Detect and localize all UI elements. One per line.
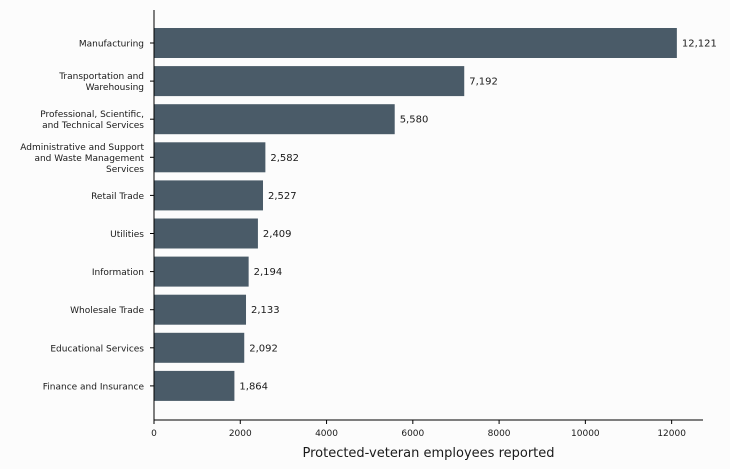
category-label: Professional, Scientific, and Technical S… [40,110,144,131]
bar [154,370,235,401]
category-label: Utilities [110,230,144,240]
data-label: 2,582 [270,153,299,164]
x-axis-title: Protected-veteran employees reported [302,446,554,461]
data-label: 2,527 [268,191,297,202]
data-label: 2,092 [249,343,278,354]
bar [154,142,266,173]
data-label: 1,864 [239,381,268,392]
category-label: Retail Trade [91,192,144,202]
bar [154,104,395,135]
data-label: 5,580 [400,115,429,126]
category-label: Manufacturing [79,40,144,50]
data-label: 2,409 [263,229,292,240]
bar [154,294,247,325]
x-tick-label: 0 [151,429,157,439]
x-tick-label: 10000 [571,429,600,439]
x-tick-label: 12000 [657,429,686,439]
x-tick-label: 2000 [229,429,252,439]
data-label: 12,121 [682,39,717,50]
category-label: Wholesale Trade [70,306,144,316]
data-label: 7,192 [469,77,498,88]
category-label: Information [92,268,144,278]
x-tick-label: 6000 [401,429,424,439]
category-label: Finance and Insurance [43,382,145,392]
bar [154,28,677,58]
x-tick-label: 8000 [488,429,511,439]
data-label: 2,194 [254,267,283,278]
bar [154,332,245,363]
bar [154,66,465,97]
category-label: Transportation and Warehousing [58,72,144,93]
x-axis: 0 2000 4000 6000 8000 10000 12000 [151,419,703,439]
bar [154,256,249,287]
category-labels: Manufacturing Transportation and Warehousi… [20,40,154,392]
data-labels: 12,121 7,192 5,580 2,582 2,527 2,409 2,194 2,13… [239,39,716,393]
data-label: 2,133 [251,305,280,316]
bar [154,180,264,211]
bar [154,218,258,249]
bars-group [154,28,677,401]
x-tick-label: 4000 [315,429,338,439]
category-label: Educational Services [50,344,144,354]
category-label: Administrative and Support and Waste Mana… [20,143,144,175]
